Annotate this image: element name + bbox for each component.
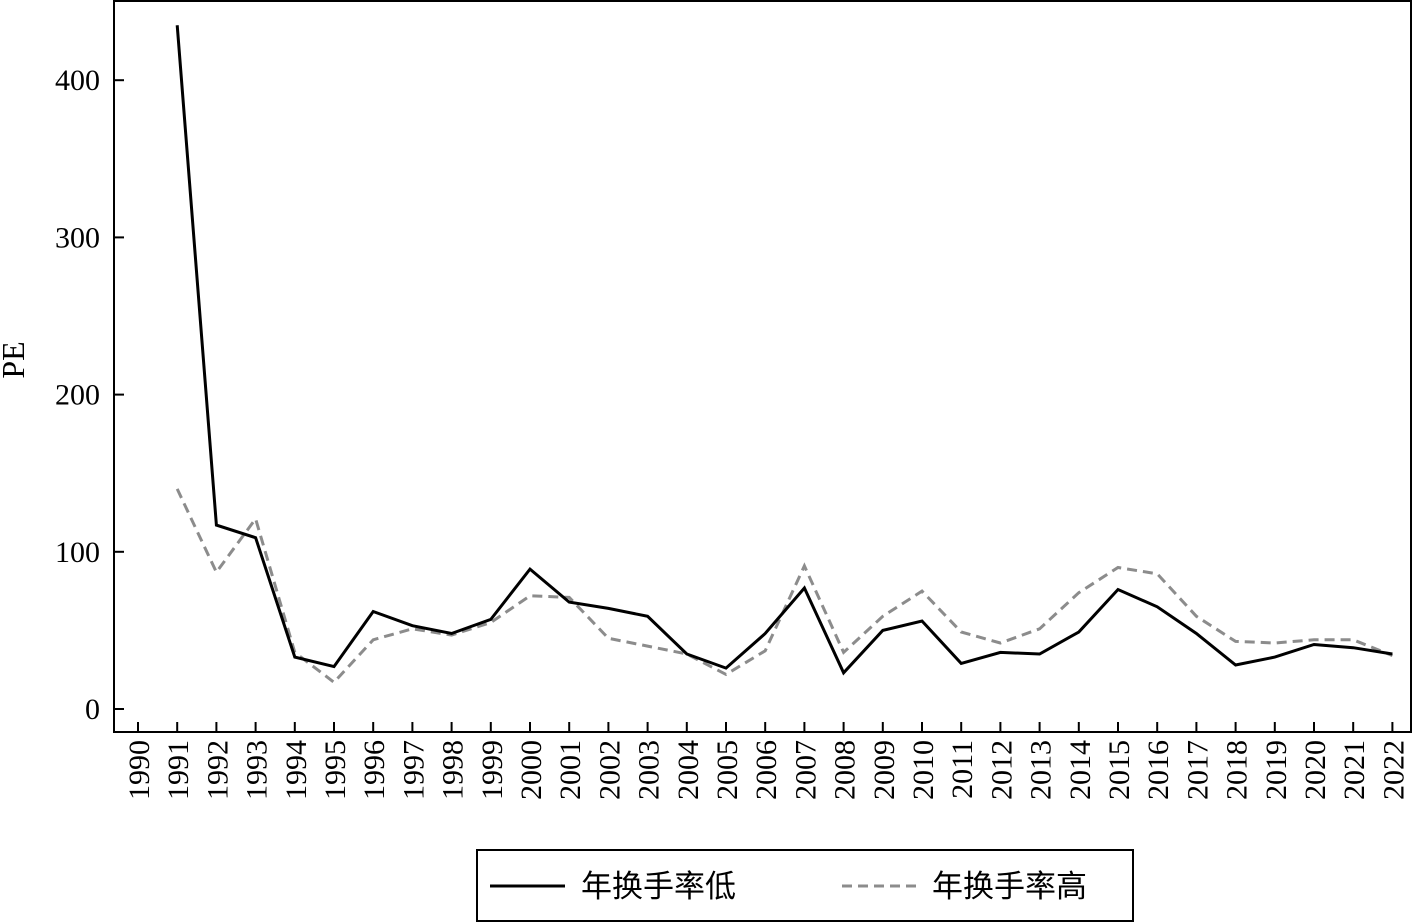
y-tick-label: 400 [55,64,100,97]
x-tick-label: 2002 [593,740,626,800]
x-tick-label: 1994 [280,740,313,800]
x-tick-label: 2009 [868,740,901,800]
x-tick-label: 2006 [750,740,783,800]
legend-box [476,849,1134,922]
x-tick-label: 2019 [1260,740,1293,800]
x-tick-label: 2021 [1338,740,1371,800]
y-tick-label: 300 [55,221,100,254]
x-tick-label: 2018 [1221,740,1254,800]
x-tick-label: 2014 [1064,740,1097,800]
x-tick-label: 1990 [123,740,156,800]
plot-frame [113,0,1412,733]
x-tick-label: 2010 [907,740,940,800]
x-tick-label: 2011 [946,740,979,799]
x-tick-label: 1997 [397,740,430,800]
x-tick-label: 2020 [1299,740,1332,800]
y-axis: 0 100 200 300 400 [55,64,124,726]
x-tick-label: 1998 [437,740,470,800]
y-tick-label: 0 [85,693,100,726]
x-tick-label: 2001 [554,740,587,800]
x-tick-label: 2000 [515,740,548,800]
y-axis-title: PE [0,341,31,378]
series-line-2 [175,488,1393,685]
x-tick-label: 2003 [633,740,666,800]
x-tick-label: 1995 [319,740,352,800]
y-tick-label: 200 [55,379,100,412]
legend: 年换手率低 年换手率高 [476,849,1134,922]
x-tick-label: 1993 [241,740,274,800]
legend-label-1: 年换手率低 [581,869,736,905]
series-layer [175,25,1393,685]
series-line-1 [175,25,1393,676]
x-tick-label: 2017 [1181,740,1214,800]
x-tick-label: 1992 [201,740,234,800]
x-tick-label: 2013 [1025,740,1058,800]
x-tick-label: 2005 [711,740,744,800]
x-tick-label: 2016 [1142,740,1175,800]
x-axis: 1990 1991 1992 1993 1994 1995 1996 1997 1998 1999… [123,722,1410,800]
x-tick-label: 2004 [672,740,705,800]
x-tick-label: 2015 [1103,740,1136,800]
x-tick-label: 1996 [358,740,391,800]
x-tick-label: 1999 [476,740,509,800]
x-tick-label: 1991 [162,740,195,800]
legend-label-2: 年换手率高 [932,869,1087,905]
x-tick-label: 2012 [985,740,1018,800]
x-tick-label: 2007 [789,740,822,800]
x-tick-label: 2022 [1377,740,1410,800]
x-tick-label: 2008 [829,740,862,800]
y-tick-label: 100 [55,536,100,569]
